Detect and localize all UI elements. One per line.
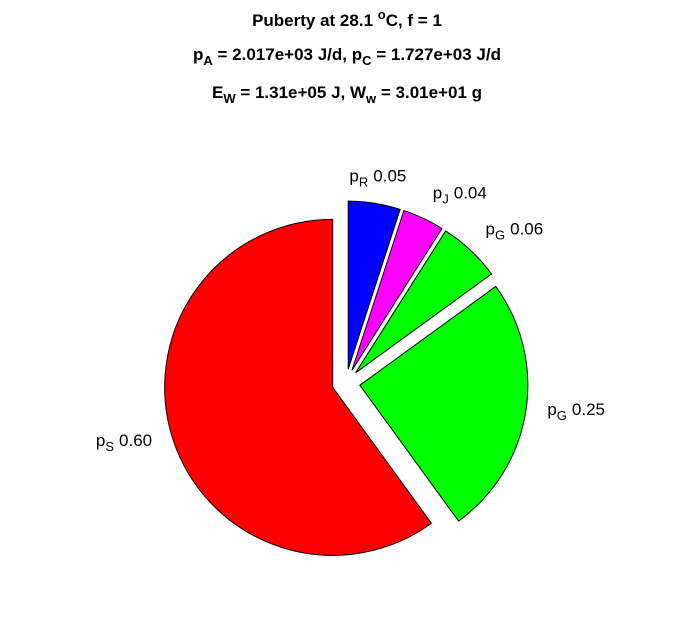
subscript: G bbox=[557, 408, 567, 423]
value-label: 0.05 bbox=[373, 167, 406, 186]
value-label: 0.25 bbox=[572, 400, 605, 419]
slice-label: pG 0.25 bbox=[547, 400, 605, 423]
text-segment: p bbox=[193, 45, 203, 64]
text-segment: p bbox=[547, 400, 556, 419]
subscript: w bbox=[365, 91, 377, 106]
text-segment: Puberty at 28.1 bbox=[252, 11, 378, 30]
text-segment: = 1.31e+05 J, W bbox=[236, 83, 367, 102]
text-segment: = 3.01e+01 g bbox=[376, 83, 482, 102]
pie-slice bbox=[347, 200, 401, 370]
pie-slice bbox=[359, 285, 529, 522]
subscript: S bbox=[105, 439, 114, 454]
subscript: J bbox=[442, 192, 449, 207]
value-label: 0.06 bbox=[510, 219, 543, 238]
pie-slice bbox=[351, 209, 443, 371]
chart-title: pA = 2.017e+03 J/d, pC = 1.727e+03 J/d bbox=[193, 45, 501, 68]
pie-slice bbox=[355, 230, 493, 374]
value-label: 0.04 bbox=[454, 184, 487, 203]
slice-label: pJ 0.04 bbox=[433, 184, 487, 207]
text-segment: C, f = 1 bbox=[386, 11, 442, 30]
chart-title: Puberty at 28.1 oC, f = 1 bbox=[252, 7, 442, 30]
text-segment: = 1.727e+03 J/d bbox=[372, 45, 502, 64]
subscript: C bbox=[362, 53, 372, 68]
slice-label: pR 0.05 bbox=[349, 167, 406, 190]
subscript: W bbox=[223, 91, 236, 106]
text-segment: = 2.017e+03 J/d, p bbox=[213, 45, 362, 64]
slice-label: pG 0.06 bbox=[486, 219, 544, 242]
text-segment: p bbox=[433, 184, 442, 203]
text-segment: p bbox=[96, 431, 105, 450]
value-label: 0.60 bbox=[119, 431, 152, 450]
chart-title: EW = 1.31e+05 J, Ww = 3.01e+01 g bbox=[212, 83, 482, 106]
supscript: o bbox=[378, 7, 386, 22]
subscript: A bbox=[203, 53, 213, 68]
slice-label: pS 0.60 bbox=[96, 431, 152, 454]
text-segment: p bbox=[349, 167, 358, 186]
text-segment: p bbox=[486, 219, 495, 238]
subscript: G bbox=[495, 227, 505, 242]
text-segment: E bbox=[212, 83, 223, 102]
pie-slice bbox=[164, 218, 433, 556]
subscript: R bbox=[359, 175, 368, 190]
